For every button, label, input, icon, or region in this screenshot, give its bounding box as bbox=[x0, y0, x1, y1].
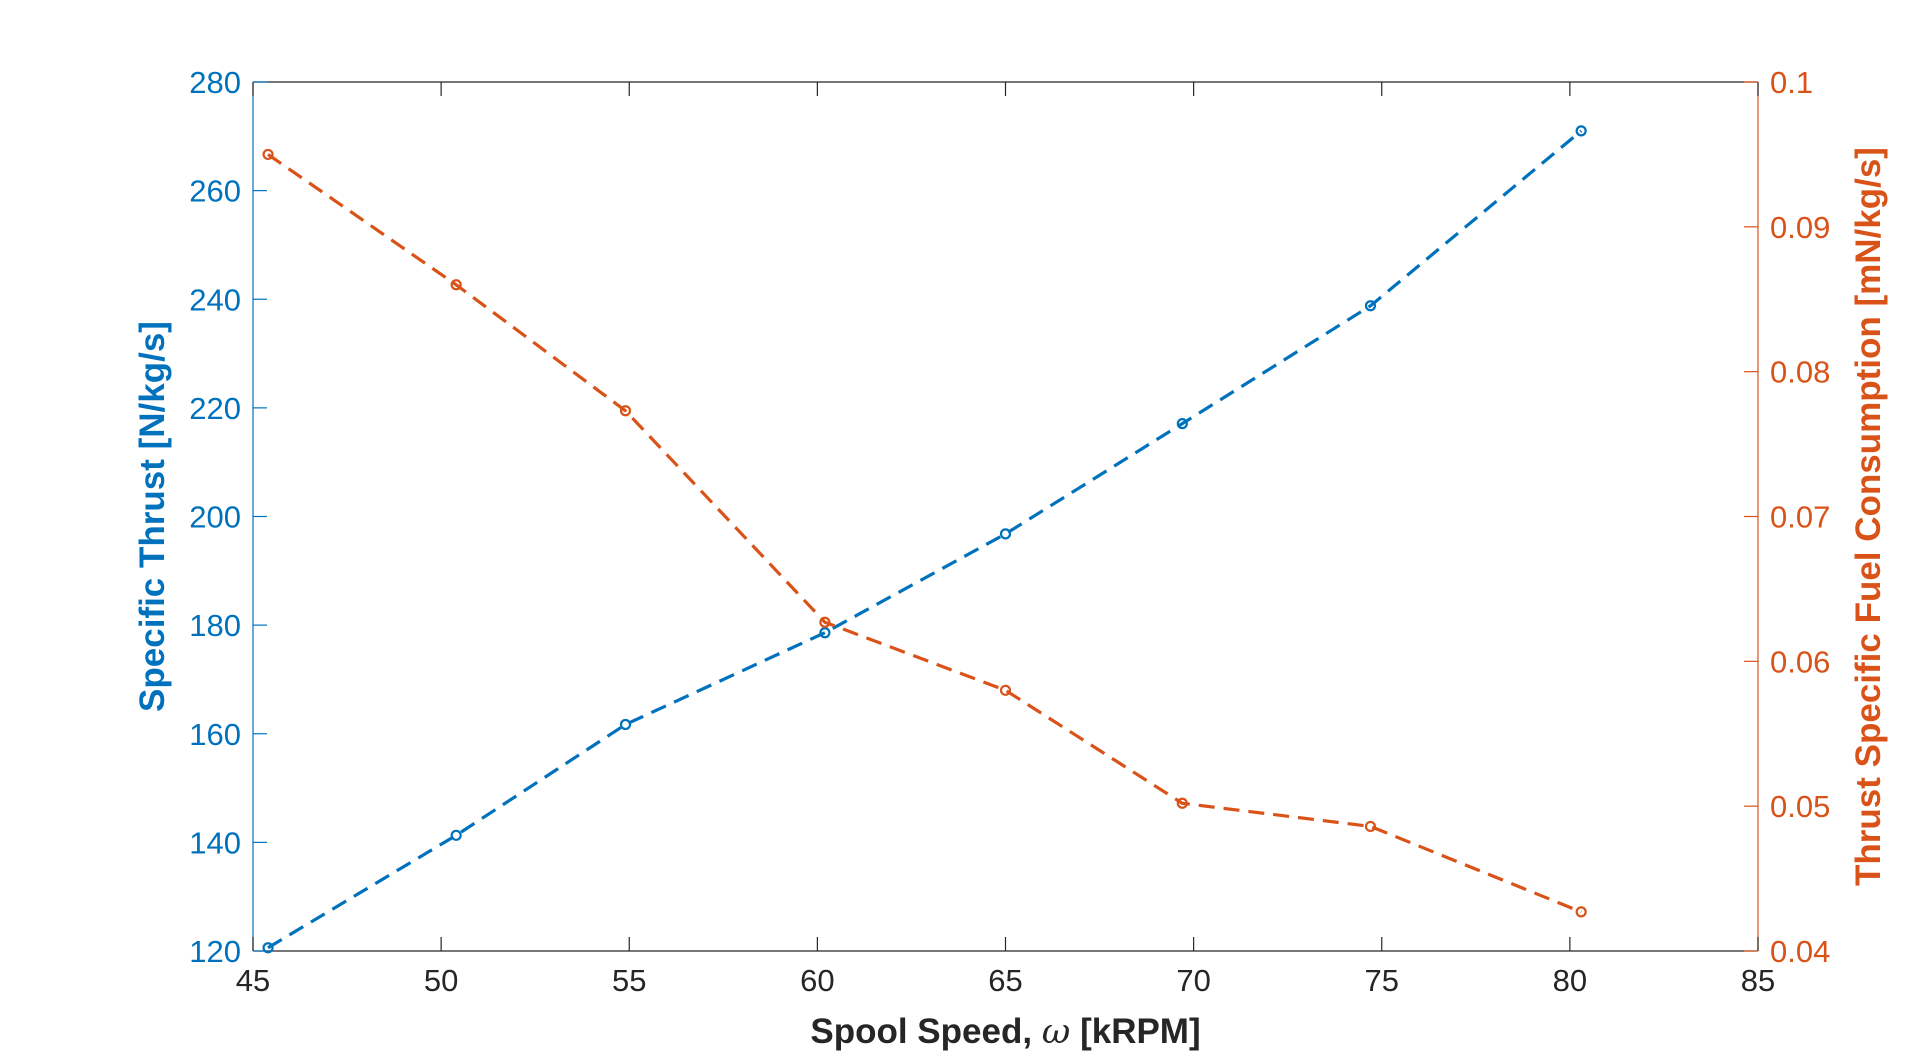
plot-frame bbox=[252, 81, 1759, 952]
y-right-tick-label: 0.06 bbox=[1770, 644, 1830, 679]
data-point-left bbox=[450, 829, 462, 841]
series-right bbox=[262, 148, 1587, 918]
y-right-tick-label: 0.08 bbox=[1770, 355, 1830, 390]
y-right-tick-label: 0.07 bbox=[1770, 500, 1830, 535]
y-right-tick-label: 0.1 bbox=[1770, 65, 1813, 100]
x-axis-title-unit: [kRPM] bbox=[1070, 1012, 1200, 1051]
y-left-tick-label: 280 bbox=[189, 65, 241, 100]
y-axis-left: 120 140 160 180 200 220 240 260 280 bbox=[189, 65, 267, 969]
series-line-left bbox=[267, 129, 1583, 950]
data-point-left bbox=[999, 528, 1012, 540]
y-left-tick-label: 220 bbox=[189, 391, 241, 426]
y-left-tick-label: 180 bbox=[189, 608, 241, 643]
y-left-tick-label: 200 bbox=[189, 500, 241, 535]
x-axis-title: Spool Speed, ω [kRPM] bbox=[810, 1012, 1200, 1052]
series-layer bbox=[262, 125, 1587, 954]
series-left bbox=[262, 125, 1587, 954]
x-tick-label: 80 bbox=[1553, 963, 1587, 998]
data-point-left bbox=[819, 627, 831, 639]
data-point-left bbox=[1176, 418, 1188, 430]
y-right-tick-label: 0.05 bbox=[1770, 789, 1830, 824]
x-tick-label: 65 bbox=[988, 963, 1022, 998]
data-point-left bbox=[1575, 125, 1587, 137]
data-point-right bbox=[1176, 797, 1188, 809]
x-axis: 45 50 55 60 65 70 75 80 85 bbox=[236, 82, 1775, 998]
x-axis-title-text: Spool Speed, bbox=[810, 1012, 1041, 1051]
y-left-tick-label: 120 bbox=[189, 934, 241, 969]
data-point-right bbox=[999, 684, 1012, 696]
y-left-tick-label: 160 bbox=[189, 717, 241, 752]
data-point-left bbox=[1364, 300, 1377, 312]
data-point-right bbox=[1575, 906, 1587, 918]
x-tick-label: 55 bbox=[612, 963, 646, 998]
x-tick-label: 85 bbox=[1741, 963, 1775, 998]
x-tick-label: 70 bbox=[1176, 963, 1210, 998]
data-point-left bbox=[262, 942, 274, 954]
y-axis-left-title: Specific Thrust [N/kg/s] bbox=[133, 321, 172, 712]
y-left-tick-label: 260 bbox=[189, 174, 241, 209]
y-axis-right: 0.04 0.05 0.06 0.07 0.08 0.09 0.1 bbox=[1744, 65, 1830, 969]
x-tick-label: 50 bbox=[424, 963, 458, 998]
x-tick-label: 45 bbox=[236, 963, 270, 998]
data-point-left bbox=[619, 718, 632, 731]
data-point-right bbox=[819, 616, 831, 628]
y-axis-right-title: Thrust Specific Fuel Consumption [mN/kg/… bbox=[1849, 147, 1888, 886]
data-point-right bbox=[262, 148, 274, 161]
data-point-right bbox=[619, 405, 632, 417]
y-left-tick-label: 140 bbox=[189, 825, 241, 860]
y-right-tick-label: 0.09 bbox=[1770, 210, 1830, 245]
y-left-tick-label: 240 bbox=[189, 282, 241, 317]
data-point-right bbox=[450, 279, 462, 291]
omega-symbol: ω bbox=[1042, 1012, 1071, 1052]
x-tick-label: 60 bbox=[800, 963, 834, 998]
y-right-tick-label: 0.04 bbox=[1770, 934, 1830, 969]
axis-titles: Spool Speed, ω [kRPM] Specific Thrust [N… bbox=[133, 147, 1888, 1052]
data-point-right bbox=[1364, 820, 1377, 833]
series-line-right bbox=[267, 153, 1582, 914]
x-tick-label: 75 bbox=[1365, 963, 1399, 998]
